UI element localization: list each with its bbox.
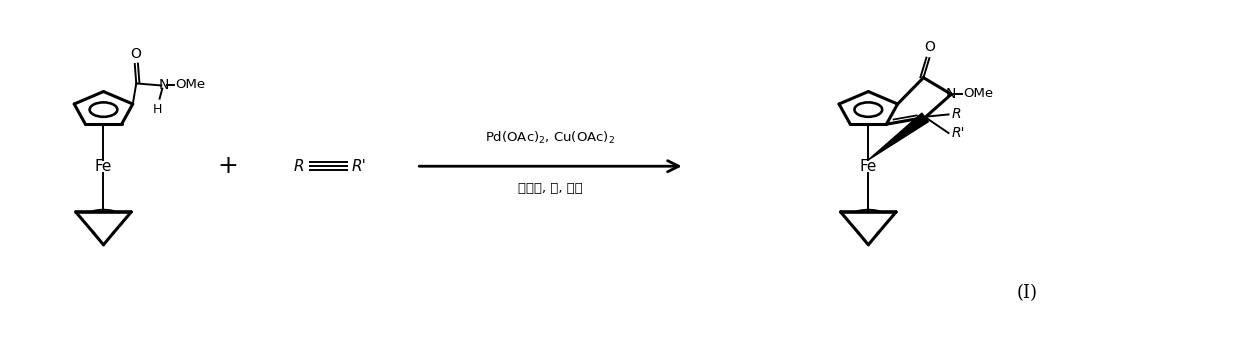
Text: R: R: [294, 159, 305, 174]
Text: 季锐盐, 碱, 溶剂: 季锐盐, 碱, 溶剂: [518, 182, 583, 195]
Text: R: R: [952, 107, 961, 121]
Text: OMe: OMe: [176, 79, 206, 92]
Text: N: N: [946, 87, 956, 101]
Text: +: +: [217, 154, 238, 178]
Text: N: N: [159, 79, 169, 92]
Text: OMe: OMe: [963, 87, 993, 100]
Text: Pd(OAc)$_2$, Cu(OAc)$_2$: Pd(OAc)$_2$, Cu(OAc)$_2$: [485, 130, 615, 146]
Text: (Ⅰ): (Ⅰ): [1017, 284, 1038, 302]
Text: R': R': [952, 126, 966, 140]
Text: H: H: [153, 103, 162, 116]
Text: R': R': [351, 159, 366, 174]
Text: Fe: Fe: [859, 159, 877, 174]
Text: O: O: [925, 40, 935, 54]
Polygon shape: [868, 113, 929, 160]
Text: O: O: [130, 47, 141, 61]
Text: Fe: Fe: [94, 159, 112, 174]
